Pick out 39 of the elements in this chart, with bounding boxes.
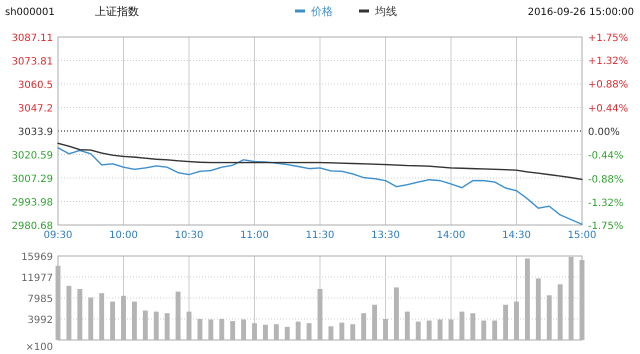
y-tick-label: 15969 <box>21 252 53 263</box>
y2-tick-label: -1.75% <box>588 221 624 232</box>
y-tick-label: 2980.68 <box>12 221 53 232</box>
y-tick-label: 2993.98 <box>12 198 53 209</box>
y2-tick-label: +1.75% <box>588 33 628 44</box>
x-tick-label: 11:30 <box>306 230 334 241</box>
line-series <box>57 147 583 225</box>
legend-label: 均线 <box>374 5 397 18</box>
x-tick-label: 15:00 <box>568 230 596 241</box>
line-series <box>57 142 583 180</box>
y-tick-label: 11977 <box>21 273 53 284</box>
y-tick-label: 3007.29 <box>12 174 53 185</box>
y2-tick-label: 0.00% <box>588 127 620 138</box>
y-tick-label: 3047.2 <box>18 104 53 114</box>
x-tick-label: 13:30 <box>371 230 400 241</box>
text: sh000001 <box>5 7 55 18</box>
x-tick-label: 10:00 <box>109 230 138 241</box>
text: 2016-09-26 15:00:00 <box>528 7 634 18</box>
x-tick-label: 14:30 <box>502 230 531 241</box>
y-tick-label: 3060.5 <box>18 80 53 92</box>
y-axis-title: ×100 <box>26 342 53 353</box>
y2-tick-label: +1.32% <box>588 56 628 68</box>
chart-title: 上证指数 <box>95 5 139 18</box>
y2-tick-label: +0.44% <box>588 103 628 114</box>
y-tick-label: 7985 <box>28 294 53 305</box>
x-tick-label: 10:30 <box>174 230 204 241</box>
x-tick-label: 11:00 <box>240 230 269 241</box>
y2-tick-label: +0.88% <box>588 80 628 91</box>
y2-tick-label: -1.32% <box>588 198 624 209</box>
y-tick-label: 3087.11 <box>12 33 53 44</box>
y2-tick-label: -0.88% <box>588 174 624 186</box>
x-tick-label: 14:00 <box>436 230 466 241</box>
y-tick-label: 3020.59 <box>12 150 53 162</box>
legend-label: 价格 <box>310 5 333 18</box>
y-tick-label: 3033.9 <box>18 126 53 138</box>
x-tick-label: 09:30 <box>44 230 72 241</box>
y-tick-label: 3992 <box>28 315 53 326</box>
y-tick-label: 3073.81 <box>12 56 53 68</box>
y2-tick-label: -0.44% <box>588 150 624 162</box>
